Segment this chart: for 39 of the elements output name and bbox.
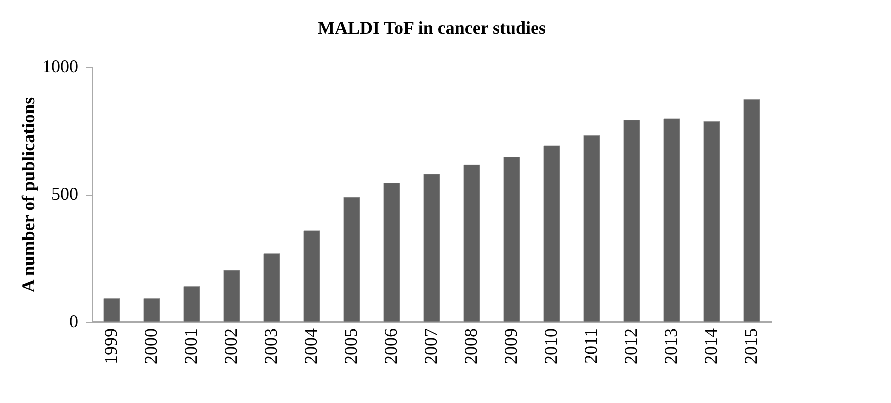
y-tick-label: 1000 (42, 56, 78, 76)
x-tick-label: 2012 (621, 328, 641, 364)
bar (744, 99, 760, 322)
x-tick-label: 2000 (141, 328, 161, 364)
bar (544, 146, 560, 322)
x-tick-label: 2010 (541, 328, 561, 364)
x-tick-label: 2013 (661, 328, 681, 364)
bar (304, 230, 320, 322)
x-tick-label: 2002 (221, 328, 241, 364)
bar (384, 183, 400, 322)
bar (184, 286, 200, 322)
x-tick-label: 2005 (341, 328, 361, 364)
bar (144, 298, 160, 322)
x-tick-label: 2001 (181, 328, 201, 364)
bar (704, 121, 720, 322)
bar (224, 270, 240, 322)
chart-title: MALDI ToF in cancer studies (318, 18, 546, 38)
x-tick-label: 2009 (501, 328, 521, 364)
x-tick-label: 1999 (101, 328, 121, 364)
bar (584, 135, 600, 322)
y-tick-label: 0 (70, 312, 78, 332)
bar (664, 118, 680, 322)
y-axis-title: A number of publications (18, 97, 38, 293)
y-tick-label: 500 (52, 184, 78, 204)
bar (424, 174, 440, 322)
x-tick-label: 2008 (461, 328, 481, 364)
x-tick-label: 2014 (701, 328, 721, 364)
bar (344, 197, 360, 322)
bar (264, 254, 280, 322)
x-tick-label: 2004 (301, 328, 321, 364)
x-tick-label: 2007 (421, 328, 441, 364)
bar (464, 164, 480, 322)
bar (624, 120, 640, 322)
x-tick-label: 2003 (261, 328, 281, 364)
bar (504, 157, 520, 322)
x-tick-label: 2015 (741, 328, 761, 364)
x-tick-label: 2011 (581, 328, 601, 364)
bar (104, 298, 120, 322)
x-tick-label: 2006 (381, 328, 401, 364)
